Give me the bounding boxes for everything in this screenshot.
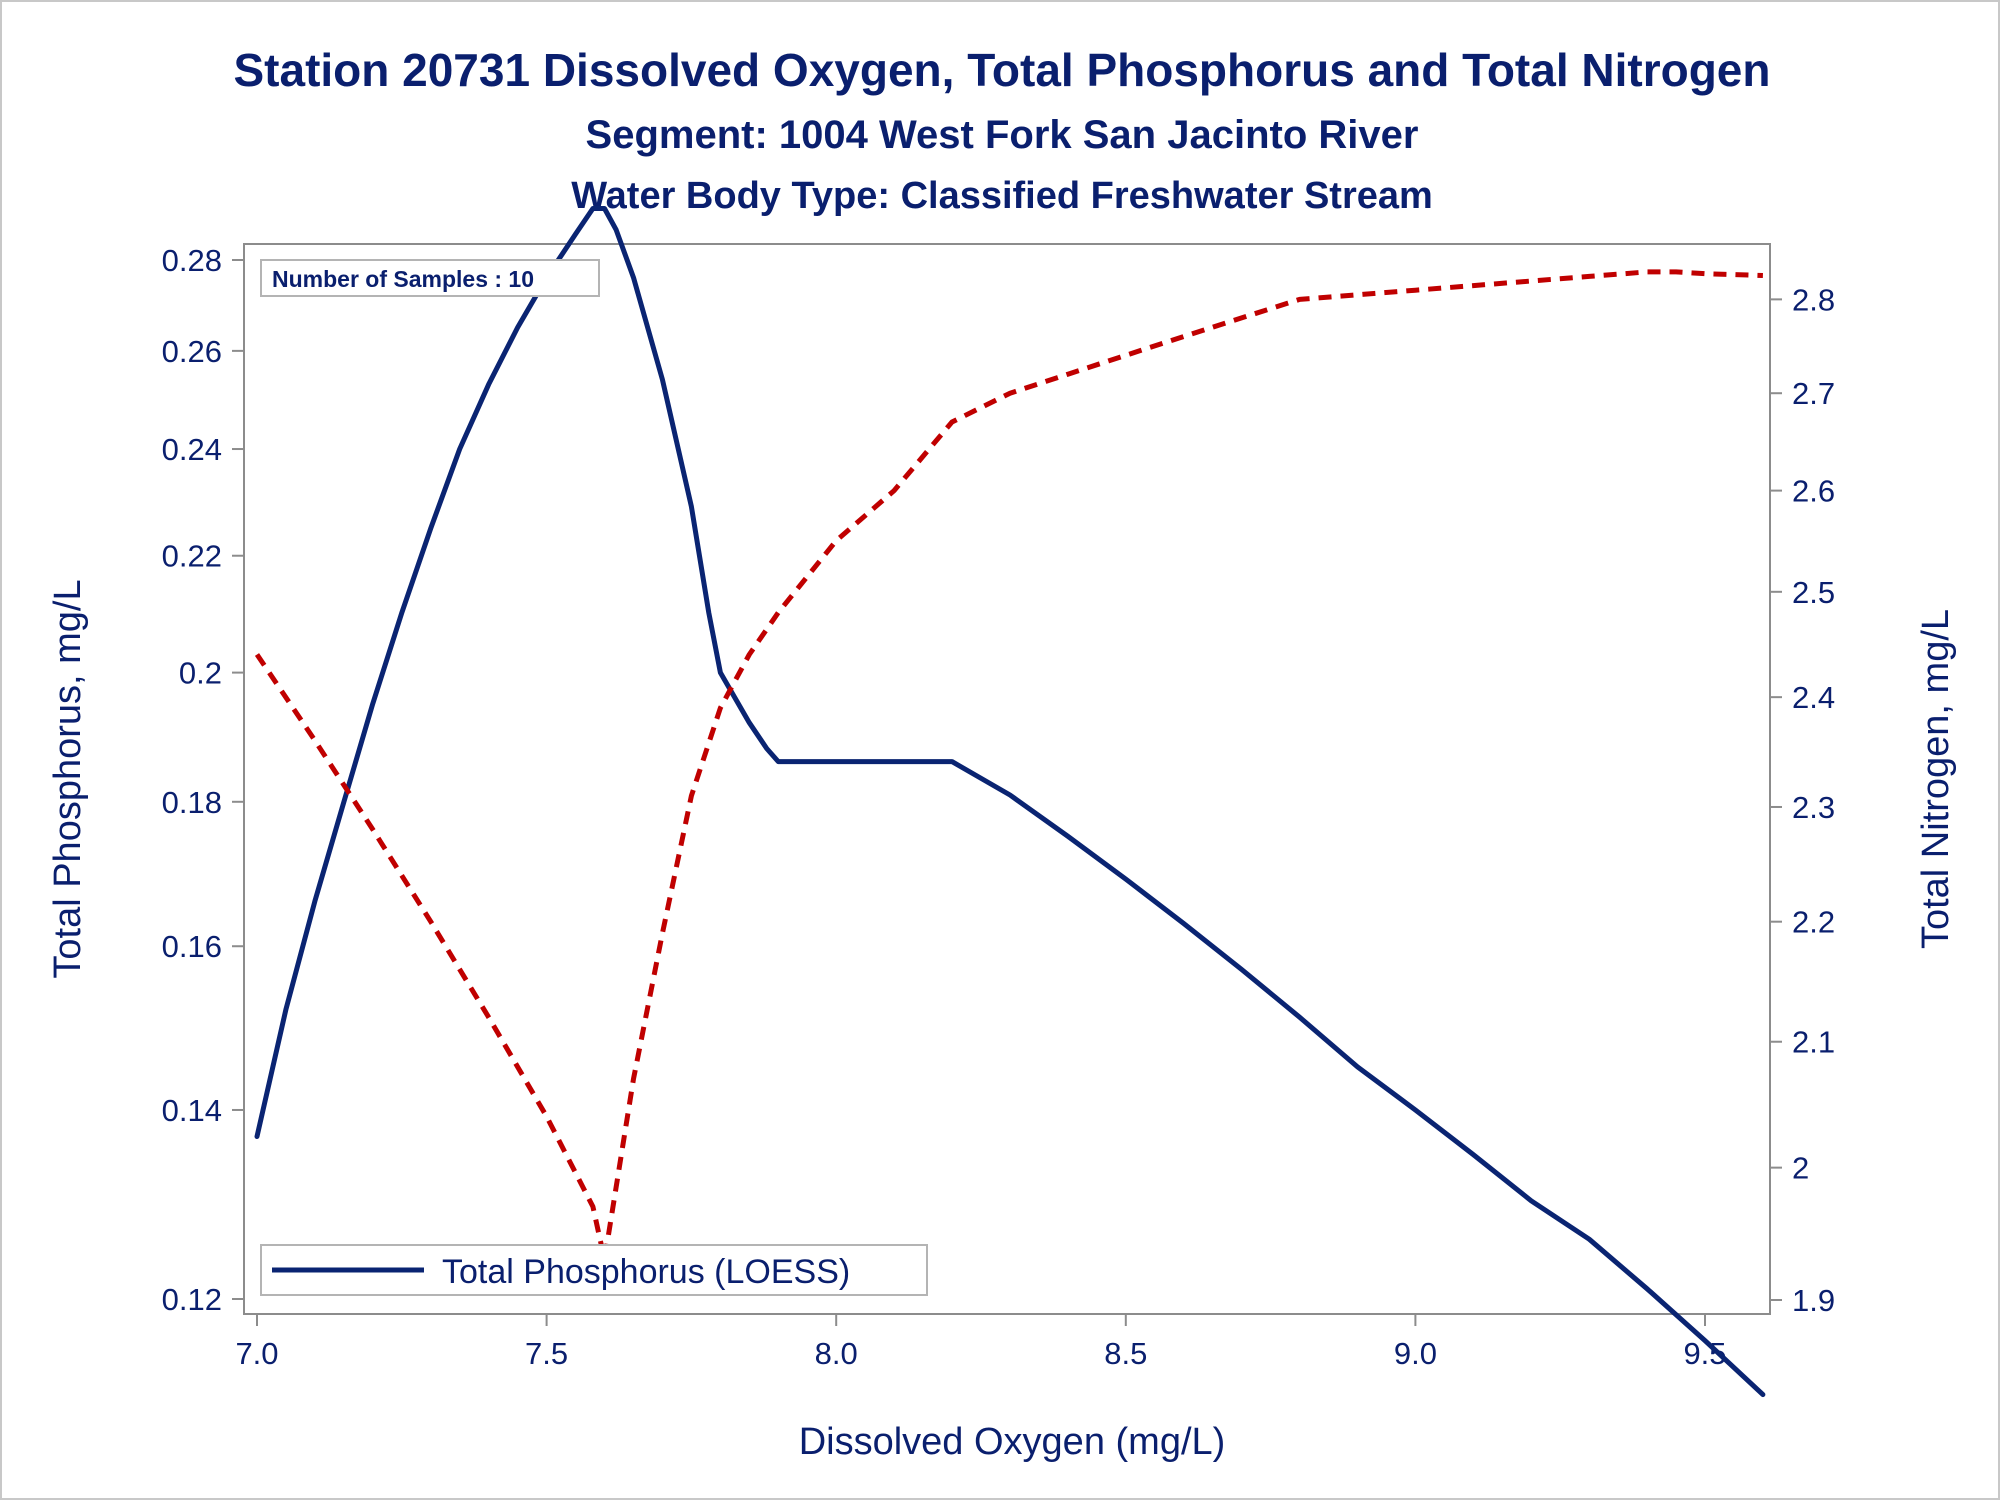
y-right-tick-label: 2.3 (1792, 790, 1835, 825)
x-axis-label: Dissolved Oxygen (mg/L) (799, 1421, 1226, 1463)
total-phosphorus-line (254, 206, 1766, 1398)
plot-area-border (243, 243, 1771, 1315)
x-tick-label: 8.5 (1104, 1336, 1147, 1371)
chart-title: Station 20731 Dissolved Oxygen, Total Ph… (233, 44, 1770, 96)
y-right-axis-label: Total Nitrogen, mg/L (1915, 609, 1957, 949)
legend: Total Phosphorus (LOESS) (260, 1244, 928, 1296)
y-left-tick-label: 0.16 (162, 929, 222, 964)
y-left-tick-label: 0.12 (162, 1282, 222, 1317)
y-left-axis-ticks: 0.12 0.14 0.16 0.18 0.2 0.22 0.24 0.26 0.28 (162, 243, 244, 1317)
y-right-tick-label: 1.9 (1792, 1283, 1835, 1318)
y-right-axis-ticks: 1.9 2 2.1 2.2 2.3 2.4 2.5 2.6 2.7 2.8 (1770, 282, 1835, 1318)
sample-count-text: Number of Samples : 10 (272, 266, 534, 292)
y-right-tick-label: 2.4 (1792, 680, 1835, 715)
total-nitrogen-line (254, 269, 1763, 1263)
y-right-tick-label: 2.6 (1792, 474, 1835, 509)
y-left-tick-label: 0.14 (162, 1093, 222, 1128)
chart-subtitle-2: Water Body Type: Classified Freshwater S… (571, 175, 1433, 217)
y-left-tick-label: 0.18 (162, 785, 222, 820)
y-left-tick-label: 0.26 (162, 334, 222, 369)
y-right-tick-label: 2.2 (1792, 905, 1835, 940)
y-right-tick-label: 2 (1792, 1151, 1809, 1186)
x-tick-label: 9.0 (1394, 1336, 1437, 1371)
legend-label-total-phosphorus: Total Phosphorus (LOESS) (442, 1253, 850, 1291)
series-layer (254, 206, 1766, 1398)
y-right-tick-label: 2.1 (1792, 1025, 1835, 1060)
y-right-tick-label: 2.7 (1792, 376, 1835, 411)
y-left-tick-label: 0.28 (162, 243, 222, 278)
y-right-tick-label: 2.5 (1792, 575, 1835, 610)
y-left-axis-label: Total Phosphorus, mg/L (47, 579, 89, 978)
y-right-tick-label: 2.8 (1792, 282, 1835, 317)
x-axis-ticks: 7.0 7.5 8.0 8.5 9.0 9.5 (235, 1314, 1727, 1371)
sample-count-box (260, 259, 600, 297)
y-left-tick-label: 0.2 (179, 656, 222, 691)
y-left-tick-label: 0.22 (162, 539, 222, 574)
x-tick-label: 7.0 (235, 1336, 278, 1371)
x-tick-label: 7.5 (525, 1336, 568, 1371)
chart-subtitle: Segment: 1004 West Fork San Jacinto Rive… (586, 113, 1419, 157)
sample-count-inset: Number of Samples : 10 (260, 259, 600, 297)
x-tick-label: 8.0 (815, 1336, 858, 1371)
y-left-tick-label: 0.24 (162, 432, 222, 467)
